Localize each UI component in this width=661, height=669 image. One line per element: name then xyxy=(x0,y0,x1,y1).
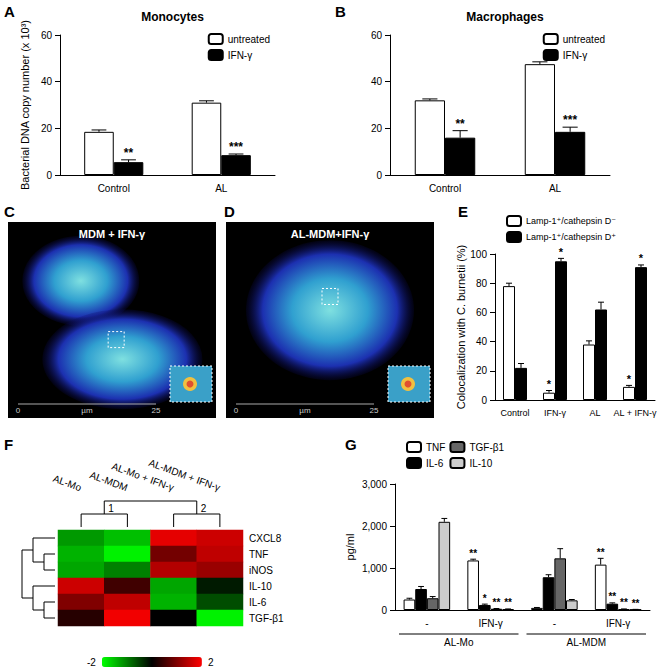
svg-text:0: 0 xyxy=(481,395,487,406)
svg-text:0: 0 xyxy=(376,170,382,181)
svg-text:Control: Control xyxy=(98,183,130,194)
svg-text:***: *** xyxy=(229,140,243,154)
svg-text:0: 0 xyxy=(234,406,239,415)
svg-text:AL-Mo + IFN-γ: AL-Mo + IFN-γ xyxy=(110,460,176,494)
svg-text:*: * xyxy=(627,373,632,385)
svg-text:Control: Control xyxy=(429,183,461,194)
svg-text:**: ** xyxy=(493,597,501,608)
svg-text:D: D xyxy=(224,203,235,220)
svg-text:AL-MDM+IFN-γ: AL-MDM+IFN-γ xyxy=(291,228,370,240)
svg-text:µm: µm xyxy=(299,406,311,415)
svg-text:Colocalization with C. burneti: Colocalization with C. burnetii (%) xyxy=(455,245,467,409)
svg-text:E: E xyxy=(458,203,468,220)
svg-text:AL-MDM: AL-MDM xyxy=(567,637,606,648)
svg-text:**: ** xyxy=(469,548,477,559)
svg-text:2: 2 xyxy=(208,657,214,668)
svg-text:**: ** xyxy=(455,117,465,131)
svg-text:40: 40 xyxy=(371,76,383,87)
svg-text:Control: Control xyxy=(500,408,529,418)
svg-text:CXCL8: CXCL8 xyxy=(249,533,282,544)
svg-text:*: * xyxy=(639,252,644,264)
svg-text:IL-6: IL-6 xyxy=(426,458,444,469)
svg-text:**: ** xyxy=(632,598,640,609)
svg-text:**: ** xyxy=(124,146,134,160)
svg-text:untreated: untreated xyxy=(228,34,270,45)
svg-text:**: ** xyxy=(597,547,605,558)
svg-text:2,000: 2,000 xyxy=(362,521,387,532)
svg-text:*: * xyxy=(483,593,487,604)
svg-text:*: * xyxy=(559,246,564,258)
svg-text:TNF: TNF xyxy=(249,549,268,560)
svg-text:-: - xyxy=(553,618,556,629)
svg-text:G: G xyxy=(345,436,357,453)
svg-text:IFN-γ: IFN-γ xyxy=(478,618,502,629)
svg-text:MDM + IFN-γ: MDM + IFN-γ xyxy=(79,228,146,240)
svg-text:IFN-γ: IFN-γ xyxy=(544,408,566,418)
svg-text:AL-MDM: AL-MDM xyxy=(88,469,130,494)
svg-text:60: 60 xyxy=(476,307,488,318)
svg-text:100: 100 xyxy=(470,249,487,260)
svg-text:60: 60 xyxy=(371,30,383,41)
svg-text:B: B xyxy=(335,3,346,20)
svg-text:TGF-β1: TGF-β1 xyxy=(469,442,504,453)
svg-text:AL-Mo: AL-Mo xyxy=(52,473,84,494)
svg-text:A: A xyxy=(4,3,15,20)
svg-text:IL-10: IL-10 xyxy=(249,581,272,592)
svg-text:1: 1 xyxy=(108,503,114,514)
svg-text:40: 40 xyxy=(41,76,53,87)
svg-text:***: *** xyxy=(563,113,577,127)
svg-text:60: 60 xyxy=(41,30,53,41)
svg-text:Macrophages: Macrophages xyxy=(466,10,544,24)
svg-text:-: - xyxy=(425,618,428,629)
svg-text:40: 40 xyxy=(476,336,488,347)
svg-text:1,000: 1,000 xyxy=(362,563,387,574)
svg-text:Monocytes: Monocytes xyxy=(141,10,204,24)
svg-text:**: ** xyxy=(608,591,616,602)
svg-text:IL-10: IL-10 xyxy=(469,458,492,469)
svg-text:Lamp-1⁺/cathepsin D⁺: Lamp-1⁺/cathepsin D⁺ xyxy=(526,232,616,242)
svg-text:AL-Mo: AL-Mo xyxy=(444,637,474,648)
svg-text:Bacterial DNA copy number (x 1: Bacterial DNA copy number (x 10³) xyxy=(19,20,31,190)
svg-text:TGF-β1: TGF-β1 xyxy=(249,613,284,624)
svg-text:2: 2 xyxy=(201,503,207,514)
svg-text:iNOS: iNOS xyxy=(249,565,273,576)
svg-text:20: 20 xyxy=(371,123,383,134)
svg-text:IFN-γ: IFN-γ xyxy=(563,50,587,61)
svg-text:Lamp-1⁺/cathepsin D⁻: Lamp-1⁺/cathepsin D⁻ xyxy=(526,216,616,226)
svg-text:80: 80 xyxy=(476,278,488,289)
svg-text:C: C xyxy=(4,203,15,220)
svg-text:µm: µm xyxy=(81,406,93,415)
svg-text:20: 20 xyxy=(476,365,488,376)
svg-text:AL-MDM + IFN-γ: AL-MDM + IFN-γ xyxy=(147,457,222,493)
svg-text:pg/ml: pg/ml xyxy=(344,534,356,561)
svg-text:0: 0 xyxy=(46,170,52,181)
svg-text:**: ** xyxy=(620,597,628,608)
svg-text:0: 0 xyxy=(16,406,21,415)
svg-text:AL: AL xyxy=(549,183,562,194)
svg-text:IFN-γ: IFN-γ xyxy=(606,618,630,629)
svg-text:25: 25 xyxy=(152,406,161,415)
svg-text:F: F xyxy=(4,436,13,453)
svg-text:20: 20 xyxy=(41,123,53,134)
svg-text:TNF: TNF xyxy=(426,442,445,453)
svg-text:0: 0 xyxy=(381,605,387,616)
svg-text:*: * xyxy=(547,378,552,390)
svg-text:AL + IFN-γ: AL + IFN-γ xyxy=(614,408,657,418)
svg-text:AL: AL xyxy=(215,183,228,194)
svg-text:untreated: untreated xyxy=(563,34,605,45)
svg-text:25: 25 xyxy=(370,406,379,415)
svg-text:AL: AL xyxy=(589,408,600,418)
svg-text:IL-6: IL-6 xyxy=(249,597,267,608)
svg-text:3,000: 3,000 xyxy=(362,479,387,490)
svg-text:IFN-γ: IFN-γ xyxy=(228,50,252,61)
svg-text:**: ** xyxy=(504,597,512,608)
svg-text:-2: -2 xyxy=(87,657,96,668)
